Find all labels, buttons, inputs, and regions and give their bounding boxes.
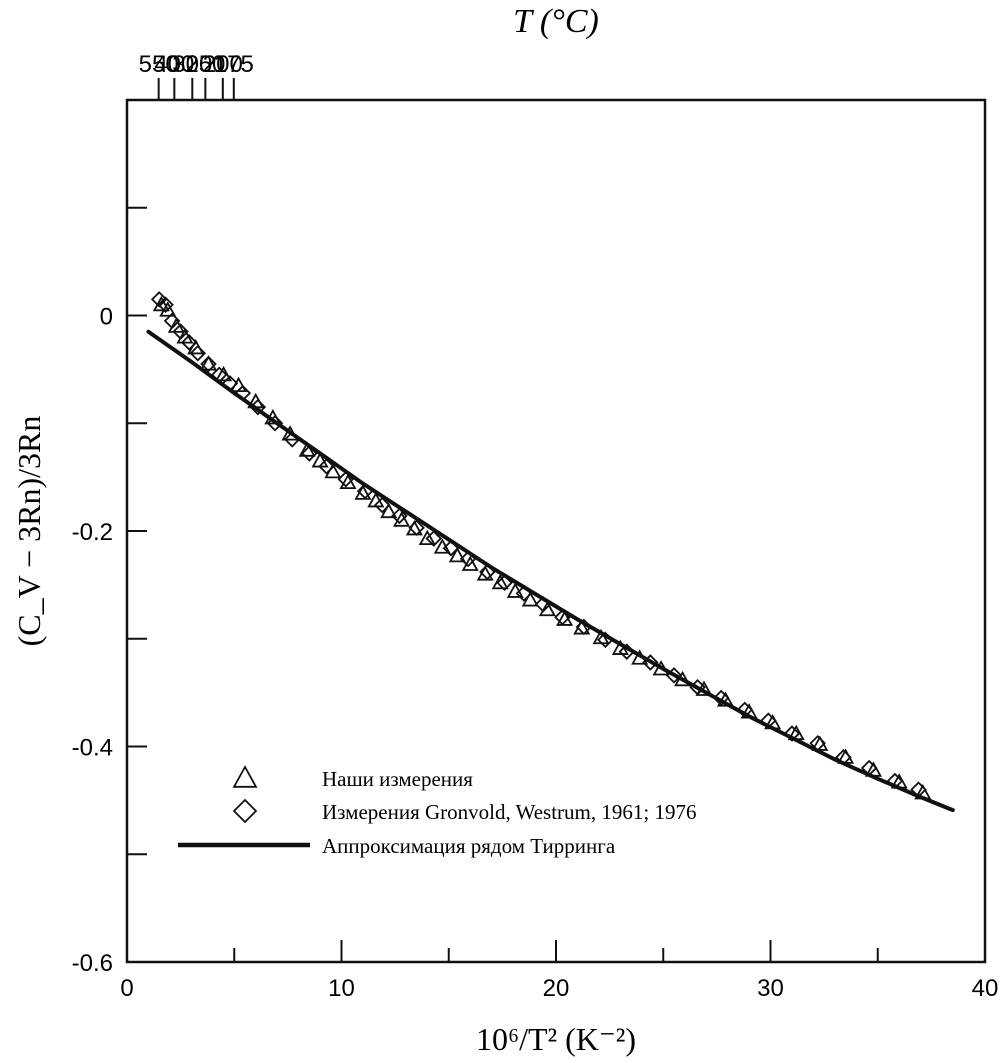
top-tick-label: 250 xyxy=(185,51,225,78)
data-point-diamond xyxy=(189,344,207,362)
data-point-diamond xyxy=(163,312,181,330)
y-tick-label: -0.6 xyxy=(72,950,113,977)
data-point-triangle xyxy=(393,511,411,527)
x-tick-label: 30 xyxy=(757,975,784,1002)
y-tick-label: -0.2 xyxy=(72,519,113,546)
top-tick-label: 550 xyxy=(139,51,179,78)
top-tick-label: 175 xyxy=(214,51,254,78)
data-point-diamond xyxy=(391,507,408,525)
data-point-diamond xyxy=(172,323,189,340)
legend-marker-diamond xyxy=(232,798,258,824)
data-point-diamond xyxy=(736,701,754,719)
data-point-diamond xyxy=(157,296,174,313)
data-point-triangle xyxy=(214,365,233,382)
data-point-triangle xyxy=(521,591,539,607)
top-axis-title: T (°C) xyxy=(513,3,599,40)
data-point-triangle xyxy=(448,546,466,563)
data-marks xyxy=(146,291,955,813)
data-point-triangle xyxy=(298,441,316,457)
legend-label: Аппроксимация рядом Тирринга xyxy=(322,834,616,858)
legend-marker-triangle xyxy=(232,765,258,788)
plot-frame xyxy=(125,98,987,964)
x-axis-title: 10⁶/T² (K⁻²) xyxy=(476,1021,636,1057)
top-tick-label: 400 xyxy=(154,51,194,78)
data-point-diamond xyxy=(408,519,425,537)
top-tick-label: 300 xyxy=(172,51,212,78)
x-tick-label: 20 xyxy=(543,975,570,1002)
legend-label: Наши измерения xyxy=(322,767,473,791)
data-point-triangle xyxy=(199,355,218,371)
data-point-diamond xyxy=(180,334,198,351)
data-point-diamond xyxy=(783,725,801,742)
top-tick-label: 200 xyxy=(203,51,243,78)
data-point-diamond xyxy=(712,689,730,707)
data-point-diamond xyxy=(200,355,217,373)
x-tick-label: 0 xyxy=(120,975,133,1002)
data-point-triangle xyxy=(491,573,509,590)
y-tick-label: 0 xyxy=(100,304,113,331)
data-point-diamond xyxy=(425,530,443,547)
y-axis-title: (C_V − 3Rn)/3Rn xyxy=(11,416,47,647)
series-line xyxy=(146,329,955,813)
y-tick-label: -0.4 xyxy=(72,735,113,762)
data-point-diamond xyxy=(373,496,391,514)
data-point-triangle xyxy=(380,502,398,519)
x-tick-label: 40 xyxy=(972,975,999,1002)
legend: Наши измерения Измерения Gronvold, Westru… xyxy=(178,765,696,858)
legend-label: Измерения Gronvold, Westrum, 1961; 1976 xyxy=(322,800,696,824)
x-tick-label: 10 xyxy=(328,975,355,1002)
data-point-diamond xyxy=(318,458,335,475)
data-point-triangle xyxy=(538,600,556,617)
data-point-triangle xyxy=(418,529,436,546)
